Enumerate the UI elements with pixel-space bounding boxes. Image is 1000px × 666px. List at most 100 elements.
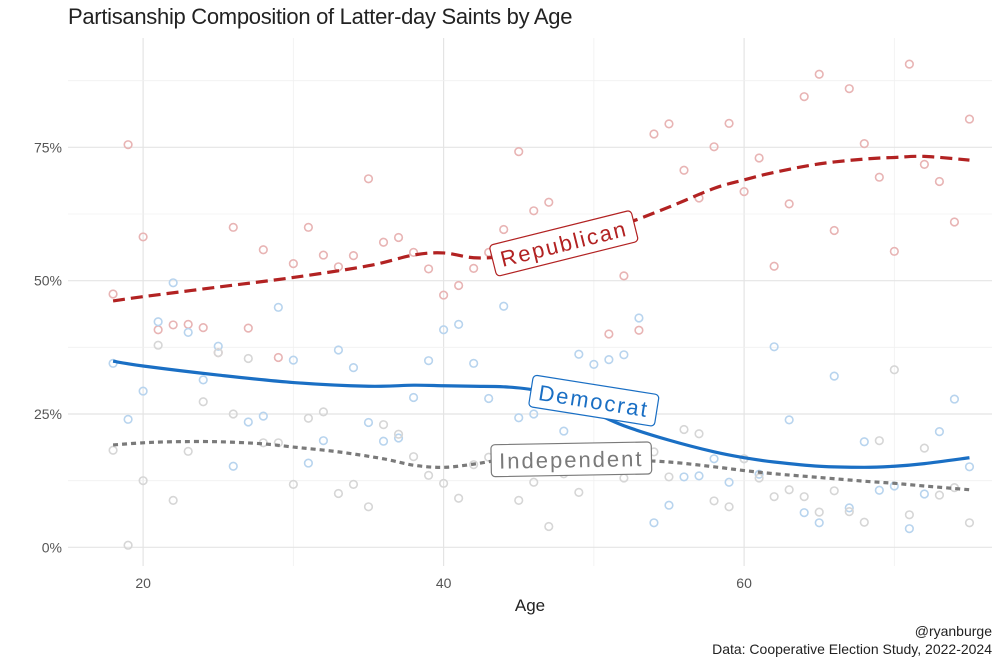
point-democrat [664, 500, 674, 510]
point-republican [469, 263, 479, 274]
point-democrat [949, 394, 960, 404]
point-democrat [454, 319, 464, 330]
point-republican [859, 139, 869, 149]
point-republican [273, 352, 283, 363]
point-independent [799, 492, 809, 502]
point-independent [844, 507, 854, 517]
point-republican [754, 153, 764, 163]
point-independent [754, 473, 764, 483]
point-independent [423, 470, 434, 480]
point-democrat [183, 327, 193, 338]
point-democrat [408, 392, 419, 403]
point-independent [544, 521, 554, 532]
point-republican [709, 142, 719, 152]
point-republican [228, 222, 238, 232]
point-independent [964, 518, 975, 528]
point-independent [664, 472, 674, 482]
point-democrat [153, 317, 163, 327]
point-republican [153, 325, 163, 335]
point-democrat [288, 355, 298, 365]
point-republican [934, 176, 945, 187]
point-democrat [303, 458, 313, 468]
point-independent [378, 420, 389, 430]
point-republican [363, 174, 374, 184]
point-democrat [198, 375, 208, 385]
point-republican [138, 232, 148, 242]
point-republican [258, 245, 268, 255]
y-tick-label: 0% [42, 539, 62, 555]
point-republican [829, 225, 839, 236]
point-independent [934, 490, 945, 500]
point-democrat [694, 471, 704, 481]
point-republican [408, 247, 419, 257]
point-republican [439, 290, 449, 300]
point-republican [183, 319, 193, 330]
point-independent [183, 446, 193, 456]
y-tick-label: 50% [34, 273, 62, 289]
point-democrat [363, 417, 374, 428]
point-republican [649, 129, 659, 139]
point-democrat [844, 503, 854, 513]
point-republican [123, 140, 133, 150]
label-box [528, 374, 660, 427]
point-republican [739, 187, 749, 197]
point-democrat [378, 436, 389, 446]
x-tick-label: 60 [736, 575, 752, 591]
point-democrat [348, 363, 359, 373]
point-democrat [874, 485, 884, 495]
point-independent [454, 493, 464, 503]
point-republican [514, 147, 524, 157]
point-democrat [904, 524, 914, 534]
point-republican [784, 199, 794, 209]
point-independent [348, 479, 359, 490]
y-tick-label: 75% [34, 139, 62, 155]
point-republican [619, 271, 629, 281]
point-democrat [754, 469, 764, 479]
point-democrat [589, 359, 599, 370]
point-republican [889, 246, 899, 256]
point-republican [529, 206, 539, 216]
point-independent [814, 507, 824, 517]
point-democrat [439, 325, 449, 335]
trend-line-republican [112, 154, 970, 303]
point-democrat [799, 508, 809, 518]
axis-ticks: 20 40 60 0% 25% 50% 75% [34, 139, 752, 591]
point-republican [423, 264, 434, 274]
chart-title: Partisanship Composition of Latter-day S… [68, 4, 573, 29]
point-independent [198, 397, 208, 407]
point-democrat [724, 477, 734, 487]
point-republican [724, 118, 734, 128]
point-independent [694, 429, 704, 439]
point-democrat [634, 313, 644, 323]
point-republican [769, 261, 779, 271]
point-democrat [138, 386, 148, 396]
point-republican [243, 323, 253, 333]
label-box [490, 441, 653, 478]
point-republican [499, 224, 509, 235]
point-republican [544, 197, 554, 207]
point-republican [454, 280, 464, 291]
point-democrat [123, 414, 133, 424]
label-independent: Independent [490, 441, 653, 478]
point-democrat [814, 518, 824, 528]
point-republican [679, 165, 689, 175]
point-democrat [469, 358, 479, 368]
label-text: Republican [498, 216, 630, 272]
x-tick-label: 20 [135, 575, 151, 591]
point-democrat [514, 413, 524, 423]
point-democrat [964, 462, 975, 472]
point-democrat [784, 415, 794, 425]
grid [68, 38, 992, 566]
point-republican [664, 119, 674, 129]
point-democrat [213, 341, 223, 351]
point-democrat [574, 349, 584, 359]
point-democrat [499, 301, 509, 311]
point-independent [529, 477, 539, 487]
point-republican [964, 114, 975, 124]
point-independent [889, 365, 899, 375]
point-independent [439, 478, 449, 488]
point-republican [799, 92, 809, 102]
point-democrat [934, 427, 945, 437]
